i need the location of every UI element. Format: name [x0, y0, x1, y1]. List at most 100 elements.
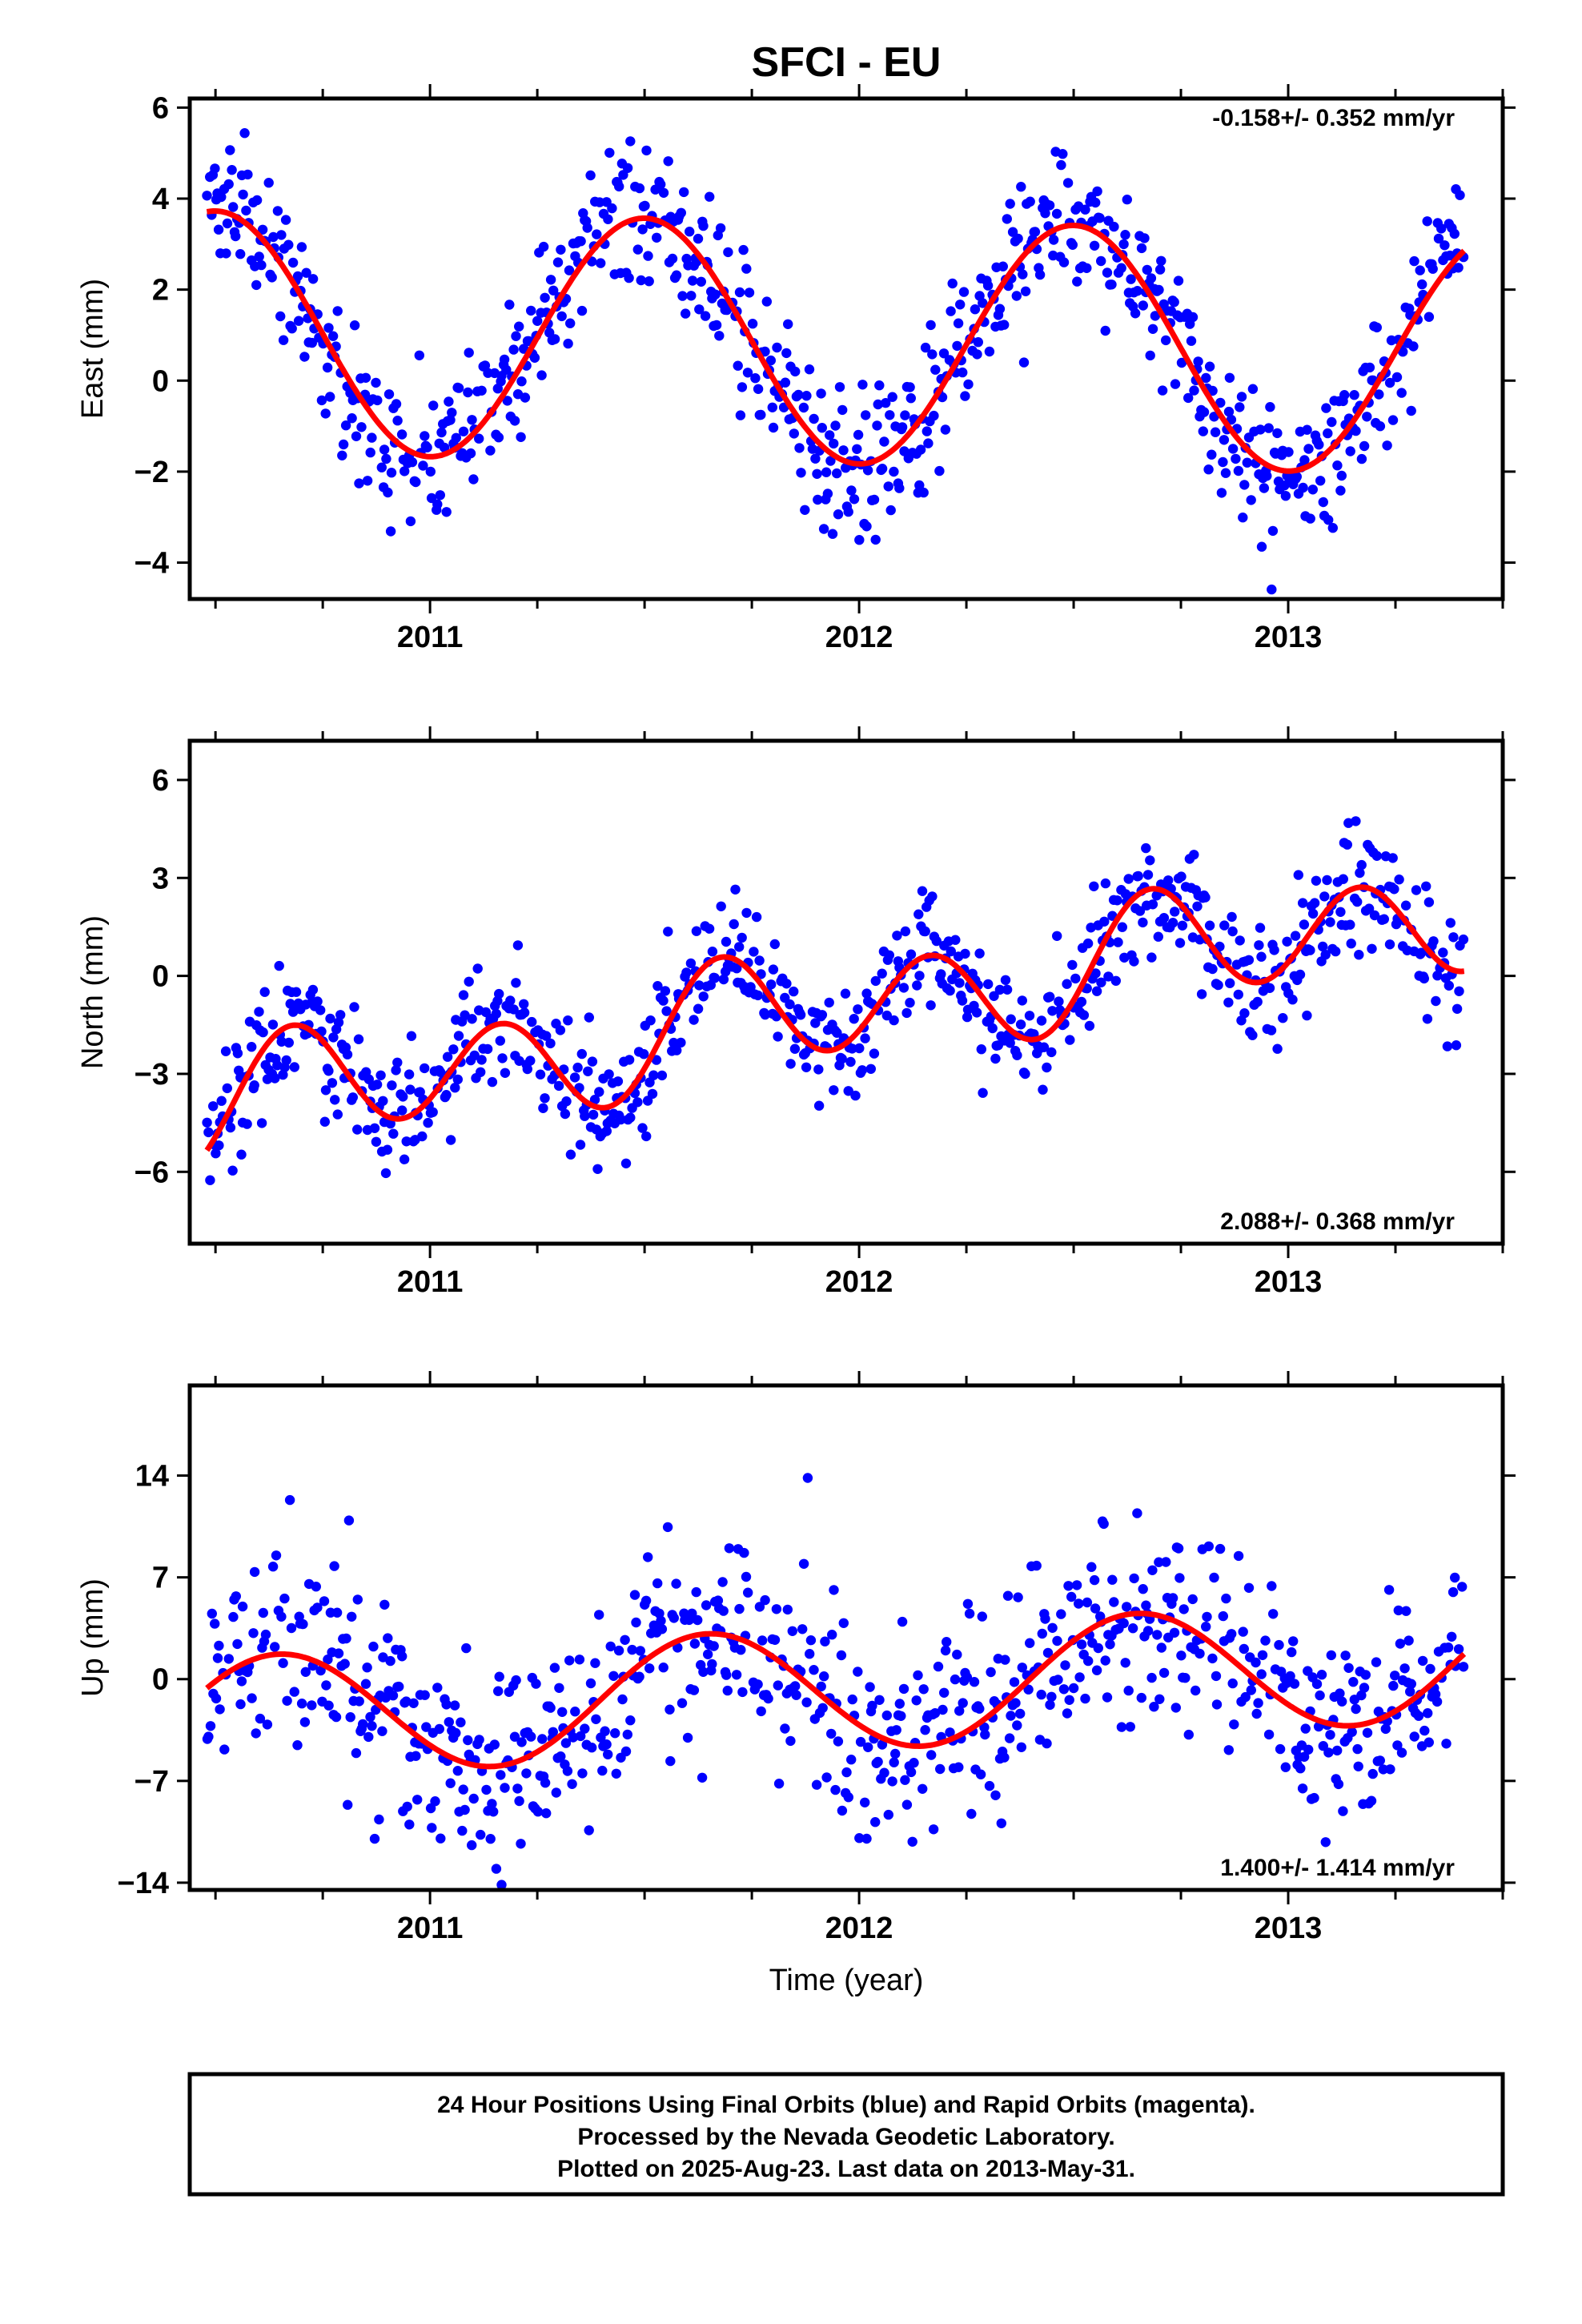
data-point [1266, 1025, 1277, 1035]
data-point [974, 948, 985, 959]
data-point [1432, 971, 1443, 981]
data-point [243, 169, 253, 180]
data-point [445, 415, 456, 425]
data-point [221, 248, 231, 259]
data-point [889, 1015, 899, 1026]
data-point [867, 1700, 877, 1711]
data-point [930, 364, 941, 375]
data-point [1315, 1690, 1325, 1701]
north-points [202, 816, 1469, 1185]
data-point [898, 983, 909, 993]
data-point [456, 1717, 466, 1727]
data-point [563, 338, 573, 349]
data-point [1200, 892, 1211, 903]
data-point [414, 350, 424, 360]
data-point [829, 438, 839, 449]
data-point [1105, 1639, 1115, 1650]
data-point [576, 1048, 587, 1059]
data-point [450, 1083, 460, 1093]
data-point [1183, 1729, 1195, 1740]
data-point [1242, 457, 1253, 468]
data-point [331, 1711, 342, 1723]
data-point [382, 1144, 393, 1155]
data-point [432, 1683, 443, 1693]
data-point [347, 413, 357, 424]
data-point [1449, 228, 1460, 239]
data-point [1223, 997, 1234, 1008]
data-point [1047, 1006, 1058, 1016]
data-point [392, 416, 403, 426]
data-point [332, 1109, 343, 1120]
data-point [275, 311, 286, 322]
north-rate-label: 2.088+/- 0.368 mm/yr [1220, 1208, 1455, 1235]
data-point [219, 1744, 230, 1755]
data-point [1006, 1014, 1016, 1024]
data-point [1100, 1655, 1110, 1666]
data-point [1129, 1573, 1139, 1584]
data-point [1158, 1667, 1170, 1679]
data-point [341, 1633, 351, 1644]
data-point [1302, 1010, 1312, 1021]
data-point [1425, 1663, 1435, 1675]
data-point [813, 1064, 824, 1075]
data-point [399, 1154, 410, 1164]
data-point [312, 996, 323, 1007]
data-point [489, 1739, 500, 1750]
data-point [1356, 453, 1367, 464]
data-point [463, 1735, 473, 1746]
data-point [954, 1706, 965, 1716]
data-point [987, 1023, 998, 1034]
data-point [894, 1699, 905, 1709]
data-point [363, 1731, 374, 1743]
data-point [1360, 1670, 1371, 1680]
data-point [485, 445, 496, 456]
east-y-axis-label: East (mm) [76, 279, 110, 419]
data-point [1267, 584, 1277, 595]
data-point [427, 1823, 437, 1833]
data-point [214, 1140, 224, 1151]
data-point [1314, 440, 1324, 450]
data-point [280, 215, 291, 225]
data-point [743, 1587, 753, 1598]
data-point [380, 1168, 391, 1179]
data-point [441, 1090, 452, 1100]
data-point [1157, 385, 1168, 396]
data-point [897, 1616, 908, 1627]
data-point [860, 1797, 870, 1807]
y-tick-label: −3 [135, 1058, 169, 1092]
data-point [322, 362, 333, 373]
data-point [1058, 1684, 1070, 1695]
data-point [1023, 1684, 1034, 1695]
data-point [420, 1063, 430, 1074]
data-point [378, 1652, 388, 1663]
data-point [773, 1779, 785, 1789]
data-point [939, 1687, 950, 1698]
data-point [453, 383, 464, 393]
data-point [572, 1062, 583, 1073]
data-point [760, 346, 770, 357]
data-point [1174, 938, 1186, 948]
data-point [838, 445, 849, 456]
data-point [845, 1056, 856, 1068]
data-point [584, 1825, 594, 1835]
data-point [481, 1784, 492, 1795]
data-point [1010, 1698, 1021, 1708]
data-point [1034, 269, 1046, 280]
data-point [639, 1049, 649, 1059]
data-point [202, 1117, 212, 1128]
x-tick-label: 2013 [1255, 621, 1323, 654]
data-point [1092, 186, 1102, 197]
data-point [1307, 485, 1319, 495]
data-point [917, 1783, 928, 1794]
data-point [940, 1645, 951, 1656]
data-point [820, 1636, 830, 1647]
data-point [391, 1065, 401, 1076]
data-point [636, 275, 646, 286]
data-point [268, 231, 279, 243]
data-point [658, 187, 669, 198]
data-point [270, 1642, 280, 1652]
data-point [1356, 1690, 1367, 1701]
data-point [251, 195, 263, 206]
data-point [223, 179, 234, 190]
data-point [608, 1671, 619, 1681]
